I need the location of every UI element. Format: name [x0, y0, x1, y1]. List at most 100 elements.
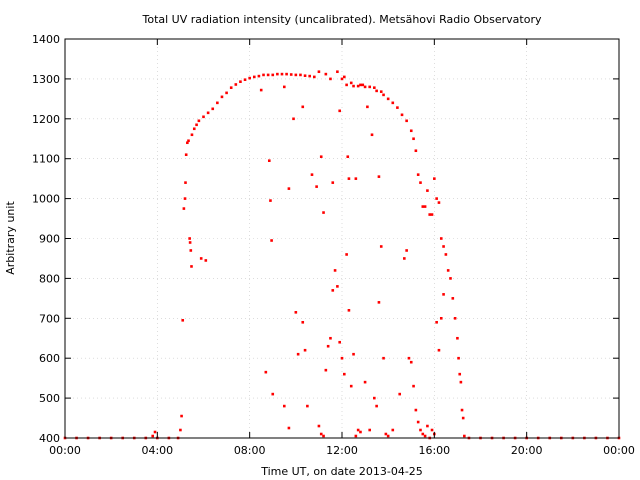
data-point [437, 201, 441, 204]
data-point [267, 159, 271, 162]
data-point [368, 428, 371, 432]
data-point [151, 434, 155, 438]
y-tick-label: 1100 [32, 153, 60, 166]
data-point [329, 77, 332, 81]
data-point [349, 384, 353, 388]
data-point [416, 173, 420, 176]
data-point [271, 73, 275, 77]
data-point [405, 119, 408, 123]
data-point [331, 289, 335, 292]
data-point [382, 356, 385, 360]
y-tick-label: 1200 [32, 113, 60, 126]
data-point [343, 372, 346, 376]
data-point [282, 85, 286, 89]
data-point [345, 253, 348, 256]
data-point [301, 105, 305, 109]
data-point [266, 73, 270, 77]
data-point [435, 197, 438, 200]
data-point [340, 356, 344, 360]
data-point [195, 123, 198, 127]
data-point [153, 430, 157, 434]
data-point [315, 185, 318, 188]
data-point [331, 181, 335, 184]
data-point [199, 257, 203, 260]
data-point [356, 84, 360, 88]
data-point [187, 139, 190, 143]
grid-lines [65, 39, 619, 438]
data-point [190, 265, 193, 268]
data-point [190, 133, 194, 137]
y-tick-label: 1000 [32, 193, 60, 206]
data-point [444, 253, 448, 256]
data-point [423, 434, 427, 438]
y-axis: 400 500 600 700 800 900 1000 1100 1200 1300 1400 [32, 33, 619, 445]
data-point [243, 78, 247, 81]
data-point [375, 89, 378, 93]
data-point [345, 83, 348, 87]
data-point [333, 269, 337, 272]
x-tick-label: 00:00 [603, 444, 635, 457]
data-point [287, 187, 291, 190]
data-point [347, 177, 351, 180]
data-point [182, 207, 186, 210]
data-point [458, 372, 462, 376]
data-point [204, 259, 208, 262]
data-point [409, 129, 413, 133]
data-point [294, 73, 298, 77]
data-point [257, 74, 261, 78]
data-point [285, 72, 288, 76]
data-point [426, 424, 429, 428]
data-point [183, 197, 187, 200]
data-point [405, 249, 408, 252]
data-point [282, 404, 286, 408]
data-point [428, 213, 432, 216]
data-point [294, 311, 298, 314]
data-point [303, 74, 307, 78]
data-point [368, 85, 371, 89]
data-point [451, 297, 455, 300]
data-point [179, 428, 182, 432]
data-point [349, 81, 353, 85]
data-point [206, 111, 210, 115]
data-point [216, 101, 219, 105]
data-point [186, 141, 189, 145]
y-axis-label: Arbitrary unit [4, 201, 17, 275]
data-point [276, 72, 279, 76]
data-point [202, 115, 205, 119]
data-point [442, 245, 445, 248]
data-point [192, 127, 196, 131]
data-point [363, 380, 367, 384]
data-point [354, 434, 358, 438]
data-point [269, 199, 272, 202]
data-point [439, 317, 443, 320]
data-point [248, 76, 251, 80]
data-point [322, 434, 325, 438]
data-point [308, 74, 311, 78]
data-point [370, 133, 374, 137]
data-point [363, 85, 367, 89]
y-tick-label: 600 [39, 352, 60, 365]
data-point [313, 75, 316, 79]
data-point [299, 73, 302, 77]
data-point [409, 360, 413, 364]
data-point [463, 434, 466, 438]
data-point [340, 77, 344, 81]
data-point [361, 83, 365, 87]
data-point [460, 408, 464, 412]
data-point [352, 84, 355, 88]
data-point [412, 137, 415, 141]
data-point [180, 414, 183, 418]
data-point [461, 416, 465, 420]
chart-title: Total UV radiation intensity (uncalibrat… [142, 13, 542, 26]
y-tick-label: 1300 [32, 73, 60, 86]
data-point [430, 428, 434, 432]
data-point [379, 90, 383, 93]
data-point [375, 404, 378, 408]
x-tick-label: 20:00 [511, 444, 543, 457]
data-point [439, 237, 443, 240]
data-point [317, 424, 321, 428]
data-point [373, 86, 376, 89]
data-point [412, 384, 415, 388]
data-point [211, 107, 215, 111]
